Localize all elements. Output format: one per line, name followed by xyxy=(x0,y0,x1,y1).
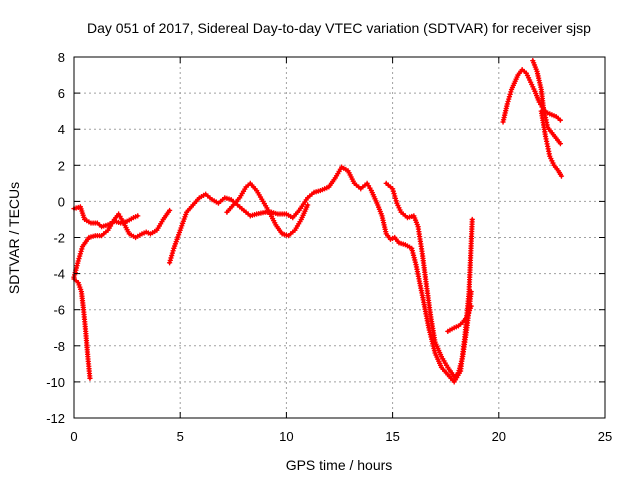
data-point xyxy=(166,207,173,214)
data-point xyxy=(77,253,83,259)
data-segment xyxy=(71,204,141,230)
data-segment xyxy=(530,58,563,147)
data-point xyxy=(504,101,510,107)
data-point xyxy=(135,213,141,219)
data-point xyxy=(390,186,396,192)
data-point xyxy=(87,375,93,381)
y-tick-label: 2 xyxy=(58,158,65,173)
data-point xyxy=(390,188,396,194)
data-point xyxy=(170,248,176,254)
y-tick-label: -12 xyxy=(46,411,65,426)
data-point xyxy=(505,98,511,105)
data-point xyxy=(169,250,176,256)
data-point xyxy=(469,216,475,223)
data-point xyxy=(468,303,474,309)
data-point xyxy=(79,246,85,252)
data-point xyxy=(392,193,398,199)
data-point xyxy=(391,190,397,197)
data-segment xyxy=(224,180,311,239)
data-point xyxy=(305,202,311,208)
data-point xyxy=(77,251,83,257)
data-point xyxy=(557,141,563,147)
data-point xyxy=(468,289,474,295)
data-point xyxy=(78,248,84,254)
data-segment xyxy=(71,276,93,381)
x-tick-label: 15 xyxy=(385,429,399,444)
y-tick-label: -10 xyxy=(46,375,65,390)
y-tick-label: -2 xyxy=(53,231,65,246)
data-point xyxy=(169,252,175,259)
y-tick-label: -8 xyxy=(53,339,65,354)
y-tick-label: -4 xyxy=(53,267,65,282)
data-segment xyxy=(383,180,474,380)
data-point xyxy=(166,260,173,266)
y-tick-label: 4 xyxy=(58,122,65,137)
data-point xyxy=(506,94,513,100)
y-axis-label: SDTVAR / TECUs xyxy=(6,182,22,294)
data-segment xyxy=(500,67,563,125)
data-point xyxy=(76,255,82,262)
y-tick-label: 8 xyxy=(58,50,65,65)
x-tick-label: 20 xyxy=(492,429,506,444)
data-segment xyxy=(166,164,475,385)
grid-lines xyxy=(74,57,605,418)
data-point xyxy=(506,96,512,102)
x-axis-label: GPS time / hours xyxy=(286,457,393,473)
axis-ticks: 0 5 10 15 20 25 -12 -10 -8 -6 -4 -2 0 2 4 6 8 xyxy=(46,50,612,444)
data-point xyxy=(393,198,399,204)
chart-title: Day 051 of 2017, Sidereal Day-to-day VTE… xyxy=(87,20,591,36)
data-series xyxy=(71,58,565,385)
x-tick-label: 10 xyxy=(279,429,293,444)
y-tick-label: 0 xyxy=(58,194,65,209)
x-tick-label: 0 xyxy=(70,429,77,444)
y-tick-label: 6 xyxy=(58,86,65,101)
y-tick-label: -6 xyxy=(53,303,65,318)
data-point xyxy=(507,91,513,97)
x-tick-label: 25 xyxy=(598,429,612,444)
data-point xyxy=(167,257,173,263)
data-point xyxy=(392,195,399,201)
data-point xyxy=(557,117,563,123)
data-segment xyxy=(71,207,173,280)
data-point xyxy=(558,173,565,179)
data-segment xyxy=(538,108,565,179)
data-point xyxy=(508,89,514,95)
x-tick-label: 5 xyxy=(177,429,184,444)
data-segment xyxy=(445,303,474,334)
data-point xyxy=(168,255,174,261)
data-point xyxy=(75,258,81,264)
